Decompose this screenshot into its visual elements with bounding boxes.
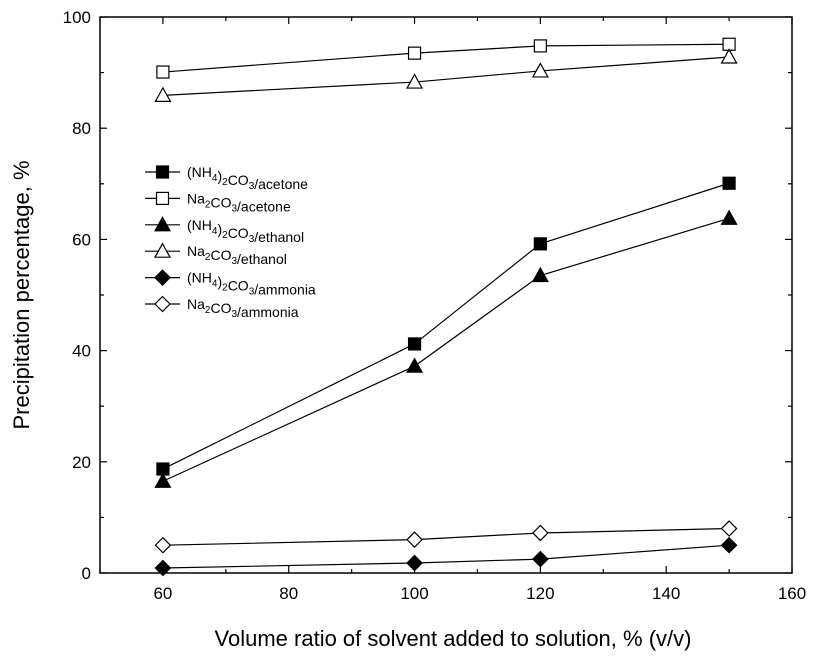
data-point — [531, 266, 549, 283]
x-tick-label: 60 — [153, 584, 172, 603]
y-tick-label: 60 — [72, 230, 91, 249]
data-point — [406, 554, 423, 572]
series-line — [162, 544, 730, 569]
x-tick-label: 140 — [652, 584, 680, 603]
series-6 — [154, 520, 738, 554]
series-4 — [154, 48, 738, 102]
data-point — [407, 46, 422, 60]
data-point — [533, 237, 547, 251]
y-tick-label: 40 — [72, 342, 91, 361]
data-point — [406, 531, 423, 548]
y-axis-title: Precipitation percentage, % — [9, 160, 34, 429]
legend-item: (NH4)2CO3/ammonia — [145, 269, 316, 298]
y-tick-label: 0 — [82, 564, 91, 583]
legend-marker — [155, 165, 170, 179]
legend-item: (NH4)2CO3/ethanol — [145, 216, 304, 245]
x-tick-label: 100 — [400, 584, 428, 603]
legend-label: (NH4)2CO3/ethanol — [187, 217, 304, 245]
legend-label: Na2CO3/acetone — [187, 190, 291, 214]
legend-label: Na2CO3/ammonia — [187, 296, 299, 320]
series-3 — [154, 209, 738, 488]
series-line — [162, 217, 730, 482]
x-tick-label: 120 — [526, 584, 554, 603]
data-point — [720, 48, 738, 64]
data-point — [720, 520, 738, 537]
series-2 — [156, 37, 736, 79]
plot-frame — [99, 16, 793, 574]
data-point — [720, 536, 738, 554]
data-point — [533, 39, 547, 53]
data-point — [156, 65, 170, 79]
legend-item: Na2CO3/acetone — [145, 190, 291, 214]
legend-marker — [154, 269, 171, 286]
data-point — [532, 524, 549, 542]
series-line — [162, 527, 730, 546]
legend-marker — [154, 295, 171, 313]
legend-item: Na2CO3/ammonia — [145, 295, 299, 320]
y-tick-label: 20 — [72, 453, 91, 472]
data-point — [720, 209, 738, 225]
x-tick-label: 80 — [279, 584, 298, 603]
series-1 — [156, 176, 736, 476]
data-point — [406, 357, 424, 373]
plot-border — [99, 16, 793, 574]
y-tick-label: 80 — [72, 119, 91, 138]
data-point — [154, 559, 172, 577]
legend-item: (NH4)2CO3/acetone — [145, 164, 308, 192]
data-point — [406, 73, 424, 89]
x-axis: 60 80 100 120 140 160 — [99, 17, 806, 603]
legend-label: Na2CO3/ethanol — [187, 243, 287, 267]
data-point — [407, 337, 422, 351]
y-axis: 0 20 40 60 80 100 — [63, 8, 792, 583]
data-point — [532, 550, 549, 568]
y-tick-label: 100 — [63, 8, 91, 27]
data-point — [154, 472, 172, 488]
legend-label: (NH4)2CO3/acetone — [187, 164, 308, 192]
series-line — [162, 182, 730, 470]
legend-marker — [153, 242, 172, 258]
series-5 — [154, 536, 738, 577]
legend-marker — [153, 216, 172, 232]
legend-marker — [155, 191, 170, 205]
x-tick-label: 160 — [778, 584, 806, 603]
data-point — [531, 62, 549, 78]
data-point — [154, 86, 172, 102]
data-point — [154, 536, 172, 554]
x-axis-title: Volume ratio of solvent added to solutio… — [215, 626, 692, 651]
series-line — [162, 56, 730, 96]
legend-label: (NH4)2CO3/ammonia — [187, 270, 316, 298]
series-layer — [154, 37, 738, 577]
data-point — [722, 176, 736, 190]
series-line — [162, 43, 730, 73]
legend-item: Na2CO3/ethanol — [145, 242, 287, 267]
